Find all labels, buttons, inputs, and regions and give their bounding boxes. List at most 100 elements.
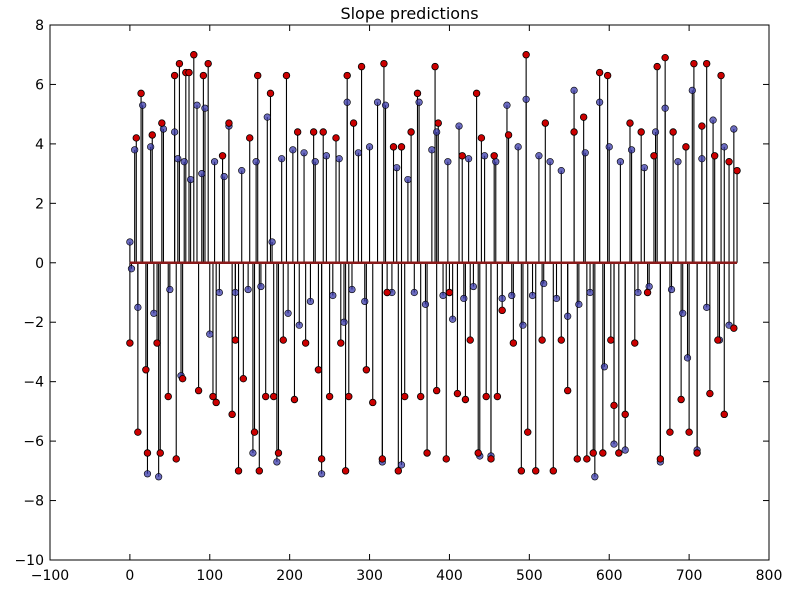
y-tick-label-4: −2 <box>23 315 44 331</box>
target-point-74 <box>461 395 470 404</box>
target-point-98 <box>583 455 591 463</box>
target-point-47 <box>332 134 340 142</box>
target-point-114 <box>661 53 669 62</box>
target-point-108 <box>631 339 639 347</box>
target-point-106 <box>621 410 629 419</box>
target-point-9 <box>158 119 166 127</box>
prediction-point-4 <box>139 101 147 109</box>
prediction-point-112 <box>709 116 717 124</box>
target-point-81 <box>490 152 498 160</box>
target-point-94 <box>563 386 572 395</box>
prediction-point-87 <box>575 300 583 308</box>
prediction-point-90 <box>591 473 599 481</box>
target-point-61 <box>397 143 406 151</box>
target-point-115 <box>666 428 674 436</box>
target-point-26 <box>231 336 240 344</box>
prediction-point-28 <box>252 158 260 166</box>
prediction-point-110 <box>698 155 706 163</box>
target-point-73 <box>458 152 466 160</box>
target-point-96 <box>573 455 581 463</box>
prediction-point-5 <box>143 470 152 478</box>
prediction-point-50 <box>373 98 382 106</box>
y-tick-label-3: −4 <box>23 375 44 391</box>
prediction-point-66 <box>460 294 468 303</box>
prediction-point-64 <box>449 315 457 323</box>
target-point-80 <box>487 455 495 463</box>
target-point-112 <box>653 62 661 71</box>
target-point-82 <box>493 392 502 401</box>
prediction-point-45 <box>343 98 351 106</box>
target-point-67 <box>431 62 439 71</box>
x-tick-label-2: 100 <box>196 568 223 584</box>
prediction-point-32 <box>273 458 281 466</box>
target-point-76 <box>472 89 481 98</box>
target-point-100 <box>595 68 604 77</box>
prediction-point-98 <box>634 288 642 297</box>
target-point-84 <box>504 131 513 139</box>
target-point-42 <box>309 128 318 136</box>
target-point-130 <box>730 324 738 332</box>
target-point-33 <box>262 392 270 401</box>
prediction-point-31 <box>268 238 276 246</box>
prediction-point-49 <box>365 143 374 151</box>
prediction-point-26 <box>244 285 252 294</box>
target-point-70 <box>442 455 450 463</box>
prediction-point-111 <box>703 303 711 311</box>
x-tick-label-3: 200 <box>276 568 303 584</box>
prediction-point-10 <box>166 285 174 294</box>
prediction-point-42 <box>329 291 337 300</box>
y-tick-label-7: 4 <box>35 137 44 153</box>
prediction-point-77 <box>519 321 527 329</box>
x-tick-label-9: 800 <box>756 568 783 584</box>
prediction-point-63 <box>444 158 452 166</box>
prediction-point-104 <box>667 285 676 294</box>
prediction-point-57 <box>410 288 418 297</box>
prediction-point-33 <box>278 155 286 163</box>
target-point-68 <box>432 386 441 395</box>
target-point-16 <box>185 68 193 77</box>
target-point-63 <box>407 128 415 136</box>
target-point-52 <box>349 119 358 127</box>
prediction-point-86 <box>570 86 578 94</box>
target-point-41 <box>301 339 310 347</box>
prediction-point-82 <box>546 158 554 166</box>
target-point-25 <box>228 410 236 419</box>
target-point-28 <box>239 374 248 383</box>
prediction-point-108 <box>688 86 696 94</box>
prediction-point-78 <box>522 95 530 103</box>
target-point-104 <box>610 401 618 410</box>
target-point-124 <box>706 389 714 398</box>
target-point-4 <box>142 366 150 374</box>
target-point-85 <box>509 339 518 347</box>
prediction-point-68 <box>469 282 478 291</box>
target-point-120 <box>690 59 698 68</box>
target-point-34 <box>266 89 275 98</box>
prediction-point-80 <box>535 152 543 160</box>
target-point-18 <box>194 386 203 395</box>
target-point-22 <box>212 398 220 407</box>
prediction-point-36 <box>295 321 303 329</box>
x-tick-label-7: 600 <box>596 568 623 584</box>
target-point-17 <box>190 51 198 59</box>
target-point-37 <box>279 336 287 344</box>
prediction-point-44 <box>340 318 348 326</box>
target-point-123 <box>702 59 711 68</box>
target-point-117 <box>677 395 685 404</box>
target-point-57 <box>380 59 388 68</box>
prediction-point-72 <box>492 158 500 166</box>
prediction-point-37 <box>300 149 308 157</box>
target-point-35 <box>269 392 278 401</box>
prediction-point-21 <box>215 288 223 297</box>
target-point-56 <box>378 455 387 463</box>
prediction-point-73 <box>498 294 506 303</box>
prediction-point-103 <box>661 104 669 112</box>
prediction-point-22 <box>220 172 228 181</box>
target-point-24 <box>225 119 233 127</box>
target-points <box>126 51 741 475</box>
prediction-point-34 <box>284 309 292 317</box>
y-tick-label-2: −6 <box>23 434 44 450</box>
target-point-119 <box>685 428 693 436</box>
target-point-39 <box>290 395 299 404</box>
target-point-29 <box>246 134 254 142</box>
